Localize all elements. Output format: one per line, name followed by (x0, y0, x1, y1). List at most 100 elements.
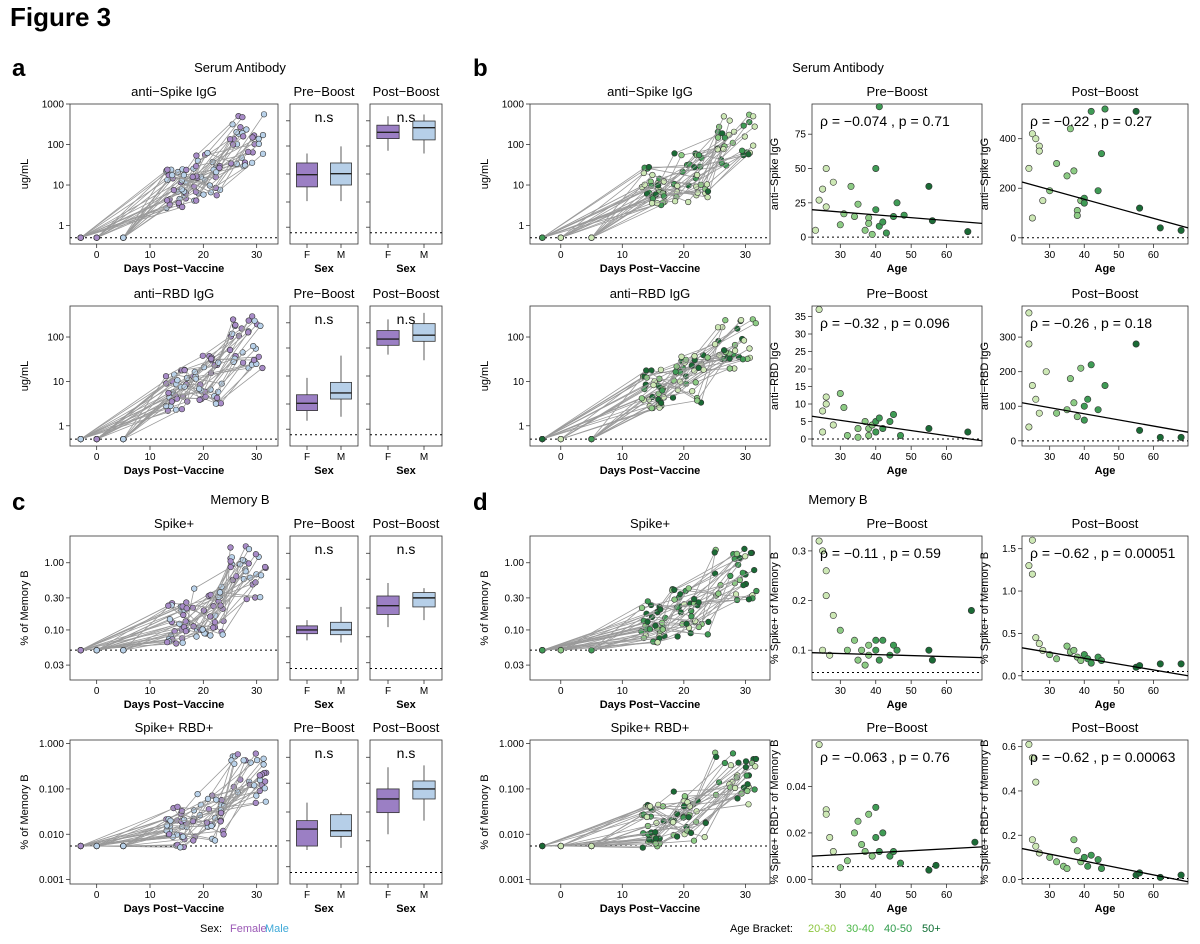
a-rbd-pre-annotation: n.s (315, 311, 334, 327)
a-rbd-post-box-M (412, 323, 436, 342)
a-spike-post-xlabel: Sex (396, 263, 416, 275)
c-rbd-trend-point (234, 751, 241, 758)
b-rbd-post-ytick-label: 0 (1010, 436, 1016, 447)
d-spike-post-ytick-label: 0.0 (1002, 671, 1016, 682)
c-rbd-trend-subject-line (80, 758, 264, 847)
d-rbd-trend-point (751, 786, 758, 793)
b-rbd-post-point (1042, 368, 1050, 376)
sex-legend-title: Sex: (200, 923, 222, 935)
b-rbd-post-ytick-label: 300 (999, 333, 1016, 344)
d-rbd-post-title: Post−Boost (1072, 720, 1139, 735)
a-rbd-trend-frame (69, 305, 279, 447)
d-spike-trend-point (654, 639, 661, 646)
a-spike-trend-xtick-label: 30 (251, 250, 263, 261)
b-rbd-post-frame (1021, 305, 1189, 447)
d-rbd-pre-point (875, 847, 883, 855)
b-spike-post-ytick-label: 400 (999, 134, 1016, 145)
b-rbd-trend-subject-line (560, 320, 741, 440)
d-spike-pre-xtick-label: 30 (835, 686, 847, 697)
d-spike-trend-point (674, 633, 681, 640)
d-spike-pre-frame (811, 535, 983, 681)
a-spike-pre-annotation: n.s (315, 109, 334, 125)
d-spike-pre-point (925, 646, 933, 654)
b-spike-trend-subject-line (542, 150, 743, 239)
b-spike-trend-point (704, 194, 711, 201)
b-spike-pre-point (879, 218, 887, 226)
c-spike-pre-title: Pre−Boost (293, 516, 354, 531)
d-spike-pre-point (865, 641, 873, 649)
b-rbd-post-point (1025, 423, 1033, 431)
b-rbd-trend-xlabel: Days Post−Vaccine (600, 465, 701, 477)
a-rbd-trend-point (214, 394, 221, 402)
b-spike-trend-subject-line (542, 145, 754, 239)
b-rbd-trend-point (638, 395, 645, 402)
a-rbd-trend-subject-line (80, 325, 236, 440)
d-rbd-post-xtick-label: 30 (1044, 890, 1056, 901)
a-rbd-trend-point (259, 364, 266, 372)
c-spike-trend-point (77, 647, 84, 654)
d-rbd-trend-point (557, 842, 564, 850)
d-spike-trend-point (657, 606, 664, 613)
d-spike-pre-xtick-label: 50 (906, 686, 918, 697)
c-rbd-trend-point (177, 844, 184, 851)
d-spike-trend-xtick-label: 20 (678, 686, 690, 697)
c-spike-trend-point (243, 595, 250, 603)
c-rbd-trend-frame (69, 739, 279, 885)
b-rbd-pre-frame (811, 305, 983, 447)
d-spike-trend-subject-line (542, 552, 752, 651)
b-rbd-post-fit-line (1021, 402, 1189, 433)
section-title-d: Memory B (808, 492, 867, 507)
b-rbd-trend-point (739, 356, 747, 363)
d-rbd-trend-subject-line (560, 787, 731, 847)
d-rbd-trend-point (681, 793, 688, 800)
d-rbd-trend-point (743, 772, 750, 779)
d-spike-trend-point (644, 618, 651, 625)
b-rbd-post-xtick-label: 30 (1044, 452, 1056, 463)
b-rbd-post-point (1080, 402, 1088, 410)
d-rbd-pre-point (971, 838, 979, 846)
c-rbd-post-xtick-label: M (420, 890, 428, 901)
b-rbd-post-point (1066, 375, 1074, 383)
d-rbd-pre-point (868, 852, 876, 860)
d-spike-pre-xlabel: Age (887, 699, 908, 711)
d-rbd-trend-point (702, 819, 709, 827)
a-spike-post-xtick-label: F (385, 250, 391, 261)
d-rbd-trend-point (745, 801, 752, 808)
a-spike-trend-point (164, 197, 171, 204)
b-rbd-pre-fit-line (811, 415, 983, 442)
c-rbd-trend-subject-line (96, 784, 251, 847)
d-rbd-pre-xtick-label: 40 (870, 890, 882, 901)
a-rbd-trend-point (120, 436, 127, 443)
d-spike-trend-point (638, 604, 646, 612)
b-spike-pre-point (893, 199, 901, 207)
c-rbd-trend-subject-line (80, 763, 235, 847)
a-rbd-trend-ytick-label: 1 (58, 421, 64, 432)
b-spike-post-title: Post−Boost (1072, 84, 1139, 99)
b-spike-trend-xlabel: Days Post−Vaccine (600, 263, 701, 275)
b-spike-pre-xtick-label: 60 (941, 250, 953, 261)
b-spike-pre-ytick-label: 0 (800, 233, 806, 244)
d-spike-pre-point (872, 636, 880, 644)
c-spike-trend-point (207, 632, 214, 639)
b-rbd-pre-ytick-label: 10 (795, 400, 807, 411)
d-rbd-trend-point (652, 835, 660, 842)
sex-legend: Sex: Female Male (200, 923, 289, 935)
b-spike-pre-point (811, 226, 819, 234)
c-spike-trend-point (258, 572, 265, 579)
b-spike-post-ylabel: anti−Spike IgG (979, 138, 991, 210)
d-spike-post-xlabel: Age (1095, 699, 1116, 711)
a-rbd-trend-subject-line (96, 358, 255, 440)
b-spike-post-point (1177, 226, 1185, 234)
b-spike-trend-subject-line (542, 137, 719, 239)
a-spike-trend-point (183, 166, 190, 173)
a-rbd-trend-point (77, 436, 84, 443)
d-spike-trend-ytick-label: 0.30 (505, 593, 525, 604)
a-spike-trend-point (237, 124, 244, 131)
b-spike-trend-point (671, 198, 679, 205)
d-spike-pre-point (819, 547, 827, 555)
d-rbd-post-ylabel: % Spike+ RBD+ of Memory B (979, 740, 991, 885)
b-rbd-pre-point (854, 433, 862, 441)
b-rbd-pre-ylabel: anti−RBD IgG (769, 342, 781, 410)
a-rbd-trend-xtick-label: 0 (94, 452, 100, 463)
